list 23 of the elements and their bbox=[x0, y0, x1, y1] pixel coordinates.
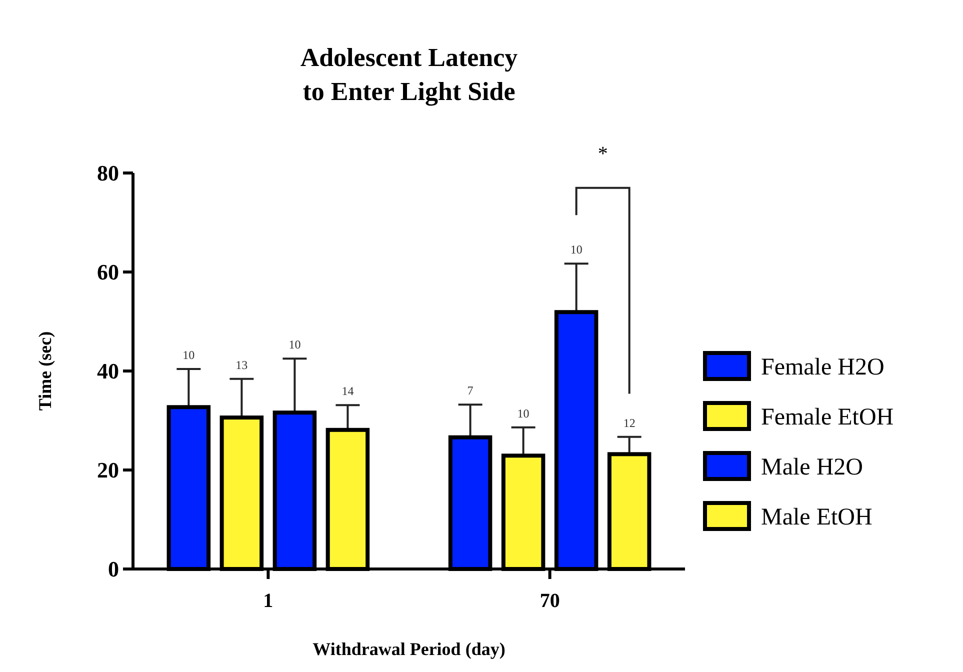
legend-label: Male EtOH bbox=[761, 504, 872, 530]
y-tick-label: 40 bbox=[97, 358, 119, 384]
y-tick-label: 0 bbox=[108, 556, 119, 582]
annotation: 10 bbox=[288, 338, 301, 352]
legend-label: Female EtOH bbox=[761, 404, 894, 430]
x-tick-label: 1 bbox=[263, 590, 274, 612]
annotation: 14 bbox=[342, 384, 354, 398]
annotation: 13 bbox=[236, 358, 248, 372]
y-tick-label: 80 bbox=[97, 160, 119, 186]
legend-label: Male H2O bbox=[761, 454, 863, 480]
annotation: 7 bbox=[467, 384, 474, 398]
annotation: 10 bbox=[570, 242, 582, 257]
y-tick-label: 20 bbox=[97, 458, 119, 483]
annotation: 10 bbox=[182, 348, 195, 362]
y-axis-title: Time (sec) bbox=[35, 331, 55, 411]
annotation: 10 bbox=[517, 406, 530, 420]
y-tick-label: 60 bbox=[97, 260, 119, 285]
text: * bbox=[598, 142, 608, 165]
legend-label: Female H2O bbox=[761, 354, 884, 380]
x-axis-title: Withdrawal Period (day) bbox=[312, 639, 506, 659]
x-tick-label: 70 bbox=[540, 590, 560, 612]
annotation: 12 bbox=[623, 416, 636, 430]
chart-title: Adolescent Latency to Enter Light Side bbox=[300, 43, 518, 106]
